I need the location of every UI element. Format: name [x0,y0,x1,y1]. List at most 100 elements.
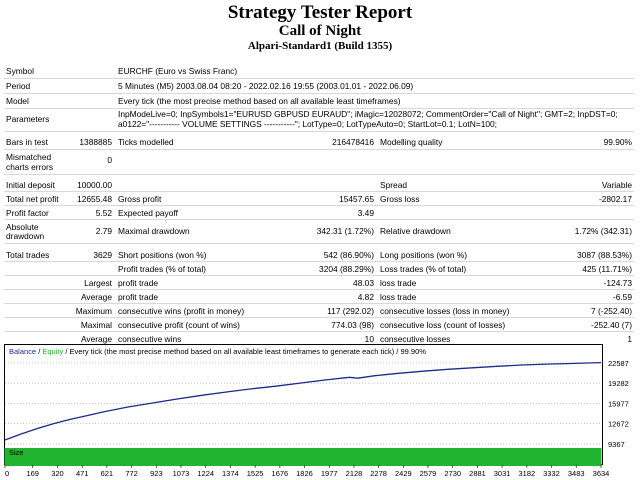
model-value: Every tick (the most precise method base… [118,96,401,106]
row-divider [4,275,634,276]
avg-consecutive-losses-value: 1 [627,334,632,344]
model-label: Model [6,96,29,106]
expected-payoff-label: Expected payoff [118,208,178,218]
x-tick-label: 3182 [519,469,536,478]
average-loss-label: loss trade [380,292,417,302]
row-divider [4,219,634,220]
x-tick-label: 772 [125,469,138,478]
size-label: Size [9,448,24,457]
maximal-consecutive-loss-value: -252.40 (7) [591,320,632,330]
report-build: Alpari-Standard1 (Build 1355) [247,40,393,52]
bars-label: Bars in test [6,137,48,147]
largest-profit-value: 48.03 [353,278,374,288]
average-label: Average [80,292,112,302]
x-tick-label: 3634 [593,469,610,478]
spread-label: Spread [380,180,408,190]
net-profit-value: 12655.48 [77,194,112,204]
avg-consecutive-wins-label: consecutive wins [118,334,182,344]
row-divider [4,174,634,175]
period-value: 5 Minutes (M5) 2003.08.04 08:20 - 2022.0… [118,81,414,91]
gross-profit-value: 15457.65 [339,194,374,204]
x-tick-label: 2278 [370,469,387,478]
x-tick-label: 0 [5,469,9,478]
x-tick-label: 471 [76,469,89,478]
row-divider [4,317,634,318]
loss-trades-value: 425 (11.71%) [582,264,632,274]
mismatch-label-2: charts errors [6,162,54,172]
x-axis-ticks: 0 169 320 471 621 772 923 1073 1224 1374 1525 1676 1… [4,465,610,478]
average-loss-value: -6.59 [612,292,632,302]
bars-value: 1388885 [79,137,112,147]
gross-profit-label: Gross profit [118,194,162,204]
row-divider [4,331,634,332]
row-divider [4,93,634,94]
row-divider [4,303,634,304]
row-divider [4,289,634,290]
x-tick-label: 3332 [543,469,560,478]
largest-loss-value: -124.73 [603,278,632,288]
absolute-drawdown-label: Absolute [6,222,39,232]
avg-consecutive-wins-value: 10 [364,334,374,344]
profit-factor-label: Profit factor [6,208,49,218]
balance-chart: Balance / Equity / Every tick (the most … [4,344,634,480]
y-tick-label: 12672 [608,420,629,429]
balance-series-line [4,361,602,441]
short-positions-label: Short positions (won %) [118,250,207,260]
parameters-line-1: InpModeLive=0; InpSymbols1="EURUSD GBPUS… [118,109,618,119]
period-label: Period [6,81,31,91]
largest-label: Largest [84,278,112,288]
row-divider [4,261,634,262]
x-tick-label: 3031 [494,469,511,478]
ticks-value: 216478416 [332,137,374,147]
x-tick-label: 1374 [222,469,239,478]
x-tick-label: 1073 [173,469,190,478]
gross-loss-value: -2802.17 [598,194,632,204]
profit-factor-value: 5.52 [95,208,112,218]
x-tick-label: 320 [51,469,64,478]
average-profit-value: 4.82 [357,292,374,302]
x-tick-label: 2429 [395,469,412,478]
average-profit-label: profit trade [118,292,159,302]
max-drawdown-label: Maximal drawdown [118,226,190,236]
x-tick-label: 2579 [420,469,437,478]
relative-drawdown-label: Relative drawdown [380,226,451,236]
x-tick-label: 2730 [444,469,461,478]
x-tick-label: 621 [101,469,114,478]
x-tick-label: 1224 [197,469,214,478]
x-tick-label: 169 [26,469,39,478]
legend-equity: Equity [42,347,63,356]
symbol-label: Symbol [6,66,34,76]
y-tick-label: 19282 [608,379,629,388]
maximal-consecutive-loss-label: consecutive loss (count of losses) [380,320,506,330]
x-tick-label: 1676 [272,469,289,478]
absolute-drawdown-value: 2.79 [95,226,112,236]
max-consecutive-losses-label: consecutive losses (loss in money) [380,306,510,316]
x-tick-label: 3483 [568,469,585,478]
profit-trades-label: Profit trades (% of total) [118,264,206,274]
absolute-drawdown-label-2: drawdown [6,231,45,241]
short-positions-value: 542 (86.90%) [323,250,374,260]
quality-value: 99.90% [603,137,632,147]
relative-drawdown-value: 1.72% (342.31) [574,226,632,236]
maximal-consecutive-profit-label: consecutive profit (count of wins) [118,320,240,330]
total-trades-label: Total trades [6,250,50,260]
report-subtitle: Call of Night [278,23,362,39]
legend-description: / Every tick (the most precise method ba… [63,347,426,356]
deposit-label: Initial deposit [6,180,55,190]
chart-legend: Balance / Equity / Every tick (the most … [9,347,426,356]
row-divider [4,108,634,109]
max-drawdown-value: 342.31 (1.72%) [316,226,374,236]
long-positions-value: 3087 (88.53%) [577,250,632,260]
y-tick-label: 22587 [608,359,629,368]
profit-trades-value: 3204 (88.29%) [319,264,374,274]
y-tick-label: 9367 [608,440,625,449]
size-bar [4,448,602,466]
gross-loss-label: Gross loss [380,194,420,204]
average-consecutive-label: Average [80,334,112,344]
maximal-label: Maximal [80,320,112,330]
row-divider [4,78,634,79]
row-divider [4,205,634,206]
y-axis-ticks: 22587 19282 15977 12672 9367 [608,359,629,449]
symbol-value: EURCHF (Euro vs Swiss Franc) [118,66,238,76]
report-title: Strategy Tester Report [227,2,413,23]
